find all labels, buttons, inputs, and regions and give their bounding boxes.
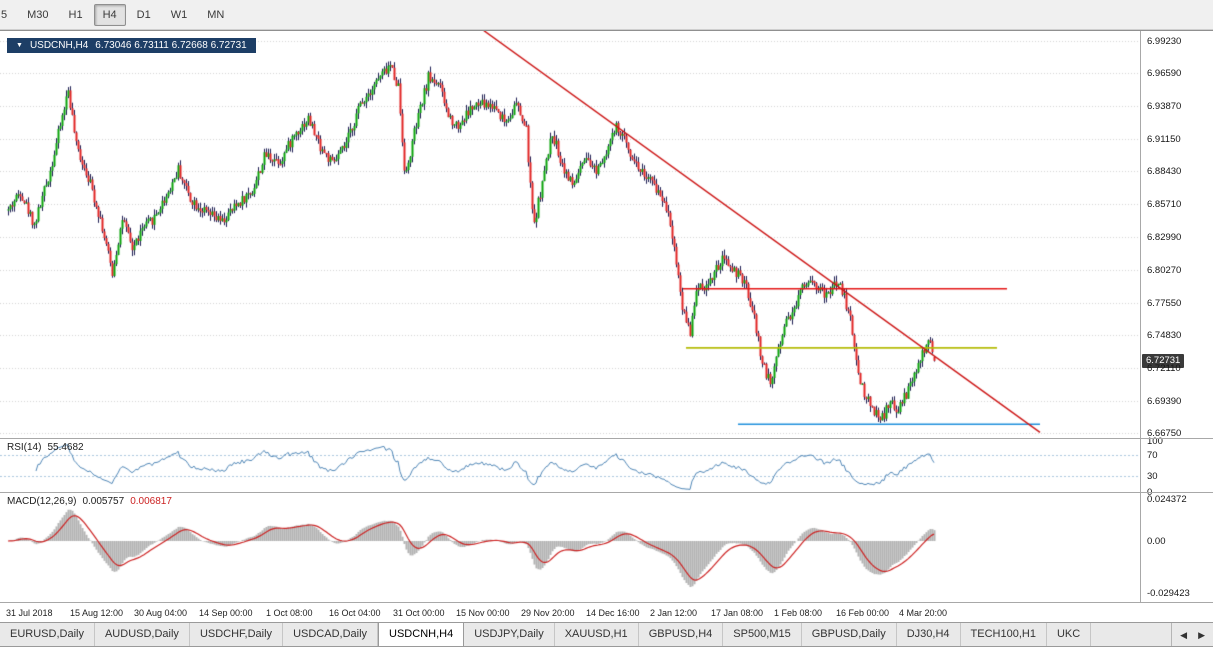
panel-separator-timeaxis bbox=[0, 602, 1213, 603]
time-axis-label: 15 Nov 00:00 bbox=[456, 608, 510, 618]
chart-tab-xauusd-h1[interactable]: XAUUSD,H1 bbox=[554, 623, 639, 646]
macd-indicator-canvas[interactable] bbox=[0, 493, 1140, 602]
price-axis-label: 6.88430 bbox=[1147, 166, 1182, 178]
price-axis-label: 6.91150 bbox=[1147, 133, 1181, 145]
time-axis-label: 4 Mar 20:00 bbox=[899, 608, 948, 618]
current-price-tag: 6.72731 bbox=[1142, 353, 1185, 368]
timeframe-button-w1[interactable]: W1 bbox=[170, 8, 188, 21]
chart-tab-usdjpy-daily[interactable]: USDJPY,Daily bbox=[464, 623, 555, 646]
price-axis-label: 6.74830 bbox=[1147, 330, 1182, 342]
chart-tab-bar: EURUSD,Daily AUDUSD,Daily USDCHF,Daily USDC… bbox=[0, 622, 1213, 646]
price-axis-label: 6.82990 bbox=[1147, 232, 1182, 243]
price-axis-label: 6.85710 bbox=[1147, 199, 1182, 211]
tabs-scroll-left-button[interactable]: ◀ bbox=[1180, 629, 1188, 640]
macd-axis-label: 0.024372 bbox=[1147, 494, 1187, 505]
price-axis: 6.72731 6.99230 6.96590 6.93870 6.91150 6.88… bbox=[1140, 31, 1213, 603]
macd-panel-label: MACD(12,26,9) 0.005757 0.006817 bbox=[7, 496, 172, 507]
price-axis-label: 6.96590 bbox=[1147, 67, 1182, 79]
time-axis-label: 2 Jan 12:00 bbox=[650, 608, 698, 618]
rsi-axis-label: 100 bbox=[1147, 436, 1163, 447]
chart-tab-usdchf-daily[interactable]: USDCHF,Daily bbox=[189, 623, 284, 646]
price-axis-label: 6.66750 bbox=[1147, 428, 1182, 439]
macd-axis-label: -0.029423 bbox=[1147, 588, 1190, 599]
time-axis-label: 16 Feb 00:00 bbox=[836, 608, 890, 618]
chart-tab-dj30-h4[interactable]: DJ30,H4 bbox=[896, 623, 961, 646]
price-axis-label: 6.72110 bbox=[1147, 363, 1181, 375]
time-axis-label: 14 Dec 16:00 bbox=[586, 608, 640, 618]
chart-tab-sp500-m15[interactable]: SP500,M15 bbox=[723, 623, 802, 646]
panel-separator-macd[interactable] bbox=[0, 492, 1213, 493]
price-axis-label: 6.69390 bbox=[1147, 396, 1182, 408]
macd-axis-label: 0.00 bbox=[1147, 536, 1166, 547]
chart-tab-ukc[interactable]: UKC bbox=[1046, 623, 1092, 646]
timeframe-toolbar: 5 M30 H1 H4 D1 W1 MN bbox=[0, 0, 1213, 30]
rsi-indicator-canvas[interactable] bbox=[0, 439, 1140, 492]
time-axis-label: 17 Jan 08:00 bbox=[711, 608, 764, 618]
time-axis: 31 Jul 2018 15 Aug 12:00 30 Aug 04:00 14 Se… bbox=[0, 603, 1140, 623]
time-axis-label: 15 Aug 12:00 bbox=[70, 608, 124, 618]
chart-tab-eurusd-daily[interactable]: EURUSD,Daily bbox=[0, 623, 95, 646]
timeframe-button-m30[interactable]: M30 bbox=[27, 8, 49, 21]
chart-ohlc-values: 6.73046 6.73111 6.72668 6.72731 bbox=[95, 40, 247, 51]
chart-region: ▼ USDCNH,H4 6.73046 6.73111 6.72668 6.72… bbox=[0, 30, 1213, 623]
time-axis-label: 31 Jul 2018 bbox=[6, 608, 53, 618]
chart-tab-tech100-h1[interactable]: TECH100,H1 bbox=[960, 623, 1047, 646]
chart-tabs: EURUSD,Daily AUDUSD,Daily USDCHF,Daily USDC… bbox=[0, 623, 1171, 646]
chart-tab-audusd-daily[interactable]: AUDUSD,Daily bbox=[94, 623, 190, 646]
time-axis-label: 1 Oct 08:00 bbox=[266, 608, 313, 618]
rsi-panel-label: RSI(14) 55.4682 bbox=[7, 442, 84, 453]
price-axis-label: 6.99230 bbox=[1147, 36, 1182, 47]
rsi-label: RSI(14) bbox=[7, 442, 42, 453]
timeframe-button-5[interactable]: 5 bbox=[1, 8, 8, 21]
time-axis-label: 1 Feb 08:00 bbox=[774, 608, 823, 618]
chart-tab-gbpusd-daily[interactable]: GBPUSD,Daily bbox=[801, 623, 897, 646]
price-axis-label: 6.93870 bbox=[1147, 100, 1182, 112]
time-axis-label: 29 Nov 20:00 bbox=[521, 608, 575, 618]
price-axis-label: 6.80270 bbox=[1147, 264, 1182, 276]
timeframe-button-d1[interactable]: D1 bbox=[136, 8, 151, 21]
tabs-scroll-right-button[interactable]: ▶ bbox=[1198, 629, 1205, 640]
timeframe-button-h4[interactable]: H4 bbox=[93, 3, 126, 26]
chart-tab-usdcad-daily[interactable]: USDCAD,Daily bbox=[283, 623, 379, 646]
price-chart-canvas[interactable] bbox=[0, 31, 1140, 438]
chart-tab-gbpusd-h4[interactable]: GBPUSD,H4 bbox=[638, 623, 724, 646]
time-axis-label: 31 Oct 00:00 bbox=[393, 608, 445, 618]
timeframe-button-mn[interactable]: MN bbox=[207, 8, 225, 21]
macd-signal-value: 0.006817 bbox=[130, 496, 172, 507]
time-axis-label: 14 Sep 00:00 bbox=[199, 608, 253, 618]
time-axis-label: 16 Oct 04:00 bbox=[329, 608, 381, 618]
tab-scroll-controls: ◀ ▶ bbox=[1171, 623, 1213, 646]
timeframe-button-h1[interactable]: H1 bbox=[68, 8, 83, 21]
time-axis-label: 30 Aug 04:00 bbox=[134, 608, 188, 618]
panel-separator-rsi[interactable] bbox=[0, 438, 1213, 439]
chart-tab-usdcnh-h4[interactable]: USDCNH,H4 bbox=[378, 623, 465, 646]
rsi-axis-label: 30 bbox=[1147, 471, 1158, 483]
rsi-value: 55.4682 bbox=[47, 442, 84, 453]
chart-symbol-label: USDCNH,H4 bbox=[29, 40, 89, 51]
macd-label: MACD(12,26,9) bbox=[7, 496, 77, 507]
rsi-axis-label: 70 bbox=[1147, 449, 1158, 461]
chart-header: ▼ USDCNH,H4 6.73046 6.73111 6.72668 6.72… bbox=[7, 38, 256, 53]
collapse-icon[interactable]: ▼ bbox=[16, 42, 23, 49]
price-axis-label: 6.77550 bbox=[1147, 297, 1182, 309]
macd-main-value: 0.005757 bbox=[82, 496, 125, 507]
